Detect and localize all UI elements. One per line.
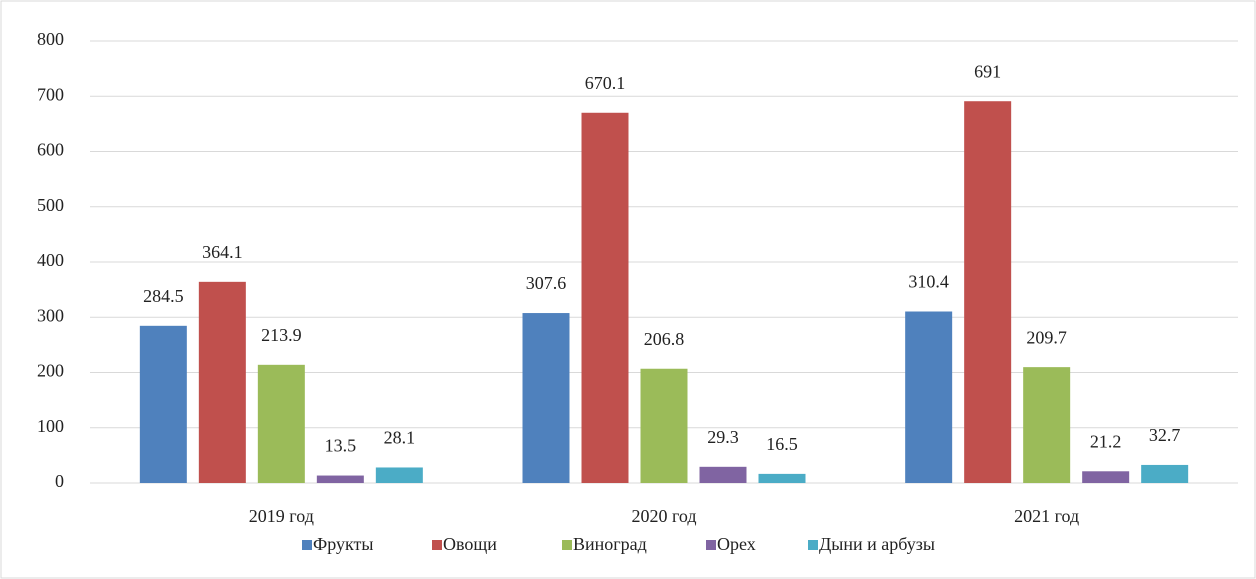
bar bbox=[375, 467, 423, 483]
bar bbox=[758, 473, 806, 483]
bar bbox=[198, 281, 246, 483]
data-label: 29.3 bbox=[707, 427, 739, 447]
legend-swatch bbox=[808, 540, 818, 550]
data-label: 206.8 bbox=[644, 329, 685, 349]
legend-label: Виноград bbox=[573, 534, 647, 554]
data-label: 691 bbox=[974, 61, 1001, 81]
data-label: 307.6 bbox=[526, 273, 567, 293]
bar bbox=[139, 325, 187, 483]
x-tick-label: 2021 год bbox=[1014, 506, 1079, 526]
y-tick-label: 0 bbox=[55, 471, 64, 491]
data-label: 209.7 bbox=[1026, 327, 1067, 347]
y-tick-label: 300 bbox=[37, 305, 64, 325]
bar bbox=[1141, 464, 1189, 483]
bar bbox=[522, 313, 570, 483]
data-label: 364.1 bbox=[202, 242, 243, 262]
bar bbox=[699, 466, 747, 483]
data-label: 670.1 bbox=[585, 73, 626, 93]
legend-swatch bbox=[706, 540, 716, 550]
y-tick-label: 600 bbox=[37, 140, 64, 160]
x-tick-label: 2020 год bbox=[631, 506, 696, 526]
bar bbox=[581, 112, 629, 484]
x-tick-label: 2019 год bbox=[249, 506, 314, 526]
legend-swatch bbox=[432, 540, 442, 550]
data-label: 284.5 bbox=[143, 286, 184, 306]
data-label: 28.1 bbox=[384, 428, 416, 448]
y-tick-label: 500 bbox=[37, 195, 64, 215]
data-label: 16.5 bbox=[766, 434, 798, 454]
bar bbox=[640, 368, 688, 483]
bar bbox=[905, 311, 953, 483]
legend-label: Орех bbox=[717, 534, 756, 554]
data-label: 13.5 bbox=[325, 436, 357, 456]
bar bbox=[316, 475, 364, 483]
y-tick-label: 200 bbox=[37, 361, 64, 381]
data-label: 32.7 bbox=[1149, 425, 1181, 445]
legend-label: Фрукты bbox=[313, 534, 373, 554]
y-tick-label: 700 bbox=[37, 84, 64, 104]
y-tick-label: 400 bbox=[37, 250, 64, 270]
legend-label: Овощи bbox=[443, 534, 497, 554]
bar bbox=[1023, 367, 1071, 483]
bar bbox=[257, 364, 305, 483]
data-label: 310.4 bbox=[908, 272, 949, 292]
legend-swatch bbox=[302, 540, 312, 550]
legend-swatch bbox=[562, 540, 572, 550]
bar bbox=[964, 101, 1012, 483]
data-label: 213.9 bbox=[261, 325, 302, 345]
y-tick-label: 100 bbox=[37, 416, 64, 436]
data-label: 21.2 bbox=[1090, 431, 1122, 451]
bar bbox=[1082, 471, 1130, 483]
legend-label: Дыни и арбузы bbox=[819, 534, 935, 554]
y-tick-label: 800 bbox=[37, 29, 64, 49]
